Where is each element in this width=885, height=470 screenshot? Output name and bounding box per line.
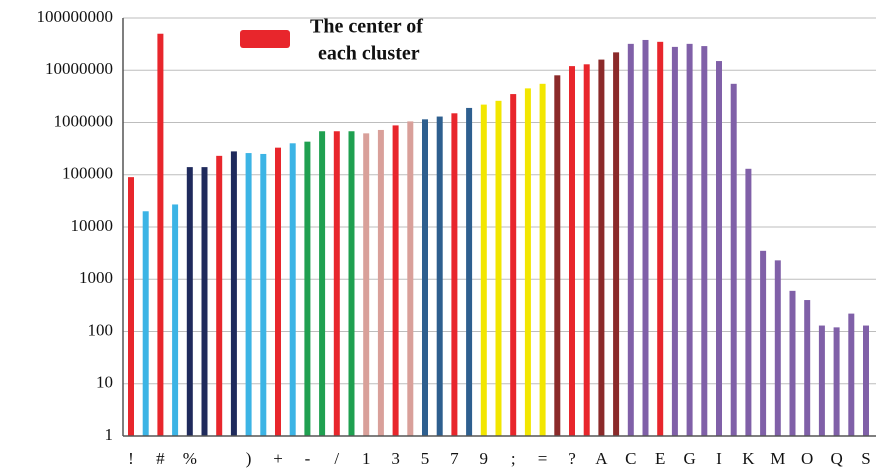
x-tick-label: S xyxy=(861,449,870,468)
bar xyxy=(201,167,208,436)
legend-label: The center of xyxy=(310,16,423,38)
y-tick-label: 1 xyxy=(105,425,114,444)
axes xyxy=(122,18,876,437)
bar xyxy=(319,131,326,436)
bar xyxy=(142,211,149,436)
x-tick-label: G xyxy=(683,449,695,468)
bar xyxy=(510,94,517,436)
bar xyxy=(642,39,649,437)
bar xyxy=(804,300,811,436)
y-tick-label: 1000000 xyxy=(54,111,114,130)
bar xyxy=(774,260,781,436)
x-tick-label: ; xyxy=(511,449,516,468)
bar xyxy=(848,313,855,436)
bar xyxy=(657,41,664,436)
y-tick-label: 100 xyxy=(88,320,114,339)
bar xyxy=(833,327,840,436)
bar xyxy=(363,133,370,436)
bar xyxy=(392,125,399,436)
x-tick-label: - xyxy=(305,449,311,468)
bar xyxy=(172,204,179,436)
x-tick-label: / xyxy=(334,449,339,468)
y-tick-label: 10000 xyxy=(71,216,114,235)
bar xyxy=(554,75,561,437)
bar xyxy=(157,33,164,436)
y-tick-label: 100000000 xyxy=(37,7,114,26)
bar xyxy=(701,46,708,436)
legend-label: each cluster xyxy=(318,43,420,65)
x-tick-label: E xyxy=(655,449,665,468)
x-tick-label: + xyxy=(273,449,283,468)
bar xyxy=(863,325,869,436)
y-tick-label: 100000 xyxy=(62,164,113,183)
x-tick-label: 9 xyxy=(480,449,489,468)
bar xyxy=(569,66,575,436)
bar xyxy=(275,147,281,436)
bar xyxy=(524,88,531,437)
bar xyxy=(539,83,546,437)
bar xyxy=(333,131,340,436)
x-tick-label: 3 xyxy=(391,449,400,468)
x-tick-label: ) xyxy=(246,449,252,468)
bar xyxy=(436,116,443,437)
x-tick-label: ! xyxy=(128,449,134,468)
bar xyxy=(495,100,502,437)
y-tick-label: 1000 xyxy=(79,268,113,287)
bar xyxy=(627,43,634,436)
x-tick-label: # xyxy=(156,449,165,468)
x-tick-label: K xyxy=(742,449,755,468)
y-tick-label: 10000000 xyxy=(45,59,113,78)
bar xyxy=(613,52,620,437)
x-tick-label: C xyxy=(625,449,636,468)
legend-swatch xyxy=(240,30,290,48)
x-tick-label: Q xyxy=(830,449,842,468)
bar xyxy=(686,43,693,436)
x-tick-label: I xyxy=(716,449,722,468)
x-tick-label: 1 xyxy=(362,449,371,468)
bar xyxy=(818,325,825,436)
bar xyxy=(583,64,590,437)
x-tick-label: % xyxy=(183,449,197,468)
x-tick-label: = xyxy=(538,449,548,468)
x-tick-label: A xyxy=(595,449,608,468)
bar xyxy=(348,131,355,436)
bar xyxy=(289,143,296,436)
bar xyxy=(260,153,267,436)
bar xyxy=(730,83,737,437)
bar xyxy=(230,151,237,436)
bar xyxy=(480,104,487,437)
bar xyxy=(671,46,678,437)
x-tick-label: O xyxy=(801,449,813,468)
bar xyxy=(716,61,722,437)
bar xyxy=(760,250,767,436)
bar xyxy=(451,113,458,437)
x-tick-label: 7 xyxy=(450,449,459,468)
bar xyxy=(377,129,384,436)
bar xyxy=(128,177,134,437)
bar xyxy=(598,59,605,437)
x-tick-label: M xyxy=(770,449,785,468)
bar xyxy=(186,167,193,436)
y-tick-label: 10 xyxy=(96,373,113,392)
bar xyxy=(245,153,252,437)
bar xyxy=(745,168,752,437)
bar xyxy=(422,119,428,436)
bar xyxy=(304,141,311,436)
bar xyxy=(216,155,223,436)
x-tick-label: 5 xyxy=(421,449,430,468)
bar xyxy=(407,121,414,437)
x-tick-label: ? xyxy=(568,449,576,468)
bar xyxy=(466,107,473,437)
bar xyxy=(789,290,796,436)
